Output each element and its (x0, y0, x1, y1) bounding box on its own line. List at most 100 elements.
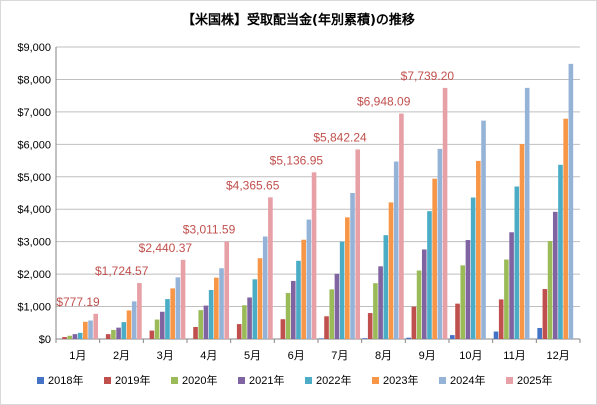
data-label: $1,724.57 (95, 264, 149, 278)
bar-2023年 (563, 118, 568, 339)
bar-2020年 (67, 335, 73, 339)
bar-2025年 (224, 241, 230, 339)
x-tick-label: 12月 (547, 350, 570, 362)
bar-2019年 (62, 337, 67, 339)
bar-2018年 (537, 327, 542, 339)
bar-2022年 (339, 241, 345, 339)
bar-2019年 (280, 319, 286, 339)
bar-2022年 (77, 332, 83, 339)
bar-2020年 (154, 319, 160, 339)
bar-2018年 (493, 331, 499, 339)
bar-2021年 (465, 240, 471, 339)
x-tick-label: 6月 (288, 350, 305, 362)
bar-2021年 (378, 266, 383, 339)
bar-2021年 (421, 249, 427, 339)
x-tick-label: 5月 (244, 350, 261, 362)
bar-2022年 (470, 197, 476, 339)
bar-2022年 (514, 186, 520, 339)
bar-2023年 (519, 144, 525, 339)
bar-2023年 (388, 202, 394, 339)
bar-2025年 (268, 197, 273, 339)
bar-2020年 (329, 289, 335, 339)
x-tick-label: 7月 (331, 350, 348, 362)
x-tick-label: 10月 (459, 350, 482, 362)
bar-2022年 (165, 299, 170, 339)
data-label: $7,739.20 (401, 69, 455, 83)
bar-2023年 (214, 277, 219, 339)
bar-2019年 (236, 324, 242, 339)
bar-2024年 (481, 120, 486, 339)
data-label: $4,365.65 (226, 178, 280, 192)
bar-2024年 (437, 148, 443, 339)
bar-2024年 (131, 301, 137, 339)
bar-2020年 (242, 305, 247, 339)
bar-2019年 (105, 334, 111, 339)
y-tick-label: $2,000 (17, 269, 51, 281)
bar-2025年 (399, 113, 404, 339)
y-tick-label: $5,000 (17, 172, 51, 184)
x-tick-label: 4月 (200, 350, 217, 362)
bar-2018年 (450, 335, 455, 339)
bar-2023年 (345, 217, 350, 339)
bar-2024年 (393, 161, 399, 339)
y-tick-label: $6,000 (17, 139, 51, 151)
bar-2025年 (442, 87, 448, 340)
y-tick-label: $7,000 (17, 107, 51, 119)
bar-2025年 (137, 283, 142, 339)
bar-2025年 (180, 259, 186, 339)
bar-2019年 (411, 306, 417, 339)
bar-2021年 (203, 305, 209, 339)
bar-2020年 (198, 310, 204, 339)
x-tick-label: 8月 (375, 350, 392, 362)
y-tick-label: $4,000 (17, 204, 51, 216)
bar-2024年 (524, 87, 530, 339)
bar-2022年 (296, 260, 301, 339)
bar-2024年 (219, 268, 224, 339)
bar-2019年 (498, 299, 504, 339)
data-label: $5,842.24 (313, 130, 367, 144)
y-tick-label: $3,000 (17, 237, 51, 249)
bar-2023年 (432, 178, 437, 339)
bar-2019年 (324, 316, 329, 339)
bar-2022年 (383, 235, 389, 339)
legend-swatch (238, 377, 245, 384)
bar-2020年 (285, 292, 291, 339)
data-label: $3,011.59 (183, 222, 236, 236)
bar-2019年 (542, 289, 548, 339)
legend-swatch (506, 377, 513, 384)
bar-2022年 (558, 164, 563, 339)
bar-2018年 (406, 337, 411, 339)
bar-2025年 (311, 172, 317, 339)
y-tick-label: $8,000 (17, 74, 51, 86)
data-label: $2,440.37 (139, 241, 193, 255)
legend-swatch (439, 377, 446, 384)
legend-swatch (171, 377, 178, 384)
bar-2023年 (301, 239, 306, 339)
bar-2020年 (547, 241, 553, 339)
legend-swatch (37, 377, 44, 384)
bar-2018年 (319, 338, 324, 339)
bar-2019年 (367, 313, 373, 339)
bar-2021年 (116, 327, 121, 339)
legend-label: 2018年 (48, 373, 83, 387)
y-tick-label: $9,000 (17, 42, 51, 54)
legend-label: 2020年 (182, 373, 217, 387)
bar-2020年 (460, 265, 466, 339)
bar-2021年 (334, 273, 340, 339)
bar-2019年 (455, 303, 460, 339)
legend-swatch (305, 377, 312, 384)
bar-2024年 (350, 193, 355, 339)
bar-2020年 (373, 283, 378, 339)
bar-2024年 (306, 219, 312, 339)
bar-2020年 (111, 329, 116, 339)
data-label: $6,948.09 (357, 95, 411, 109)
bar-2025年 (93, 313, 99, 339)
bar-2024年 (175, 277, 181, 339)
bar-2020年 (416, 270, 422, 339)
y-tick-label: $1,000 (17, 302, 51, 314)
x-tick-label: 2月 (113, 350, 130, 362)
bar-2023年 (83, 321, 88, 339)
bar-2021年 (290, 280, 296, 339)
legend-label: 2022年 (316, 373, 351, 387)
